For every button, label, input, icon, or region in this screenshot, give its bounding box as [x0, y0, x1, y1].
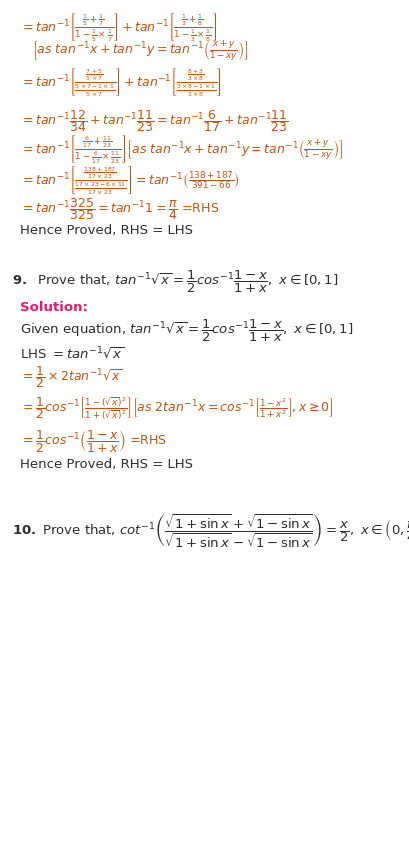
Text: $= \dfrac{1}{2}\times 2tan^{-1}\sqrt{x}$: $= \dfrac{1}{2}\times 2tan^{-1}\sqrt{x}$: [20, 364, 123, 390]
Text: $= tan^{-1}\left[\frac{\frac{6}{17}+\frac{11}{23}}{1-\frac{6}{17}\times\frac{11}: $= tan^{-1}\left[\frac{\frac{6}{17}+\fra…: [20, 133, 343, 165]
Text: Hence Proved, RHS = LHS: Hence Proved, RHS = LHS: [20, 458, 193, 471]
Text: $= \dfrac{1}{2}cos^{-1}\left(\dfrac{1-x}{1+x}\right)$ =RHS: $= \dfrac{1}{2}cos^{-1}\left(\dfrac{1-x}…: [20, 428, 167, 454]
Text: $\mathbf{9.}$  Prove that, $tan^{-1}\sqrt{x} = \dfrac{1}{2}cos^{-1}\dfrac{1-x}{1: $\mathbf{9.}$ Prove that, $tan^{-1}\sqrt…: [12, 268, 338, 295]
Text: $\left[as\ tan^{-1}x + tan^{-1}y = tan^{-1}\left(\frac{x+y}{1-xy}\right)\right]$: $\left[as\ tan^{-1}x + tan^{-1}y = tan^{…: [32, 38, 248, 62]
Text: Hence Proved, RHS = LHS: Hence Proved, RHS = LHS: [20, 224, 193, 237]
Text: $= tan^{-1}\dfrac{325}{325} = tan^{-1}1 = \dfrac{\pi}{4}$ =RHS: $= tan^{-1}\dfrac{325}{325} = tan^{-1}1 …: [20, 196, 219, 221]
Text: $= tan^{-1}\left[\frac{\frac{7+5}{5\times 7}}{\frac{5\times 7-1\times 1}{5\times: $= tan^{-1}\left[\frac{\frac{7+5}{5\time…: [20, 67, 222, 98]
Text: Solution:: Solution:: [20, 301, 88, 314]
Text: Given equation, $tan^{-1}\sqrt{x} = \dfrac{1}{2}cos^{-1}\dfrac{1-x}{1+x},\ x\in : Given equation, $tan^{-1}\sqrt{x} = \dfr…: [20, 318, 353, 345]
Text: $= tan^{-1}\left[\frac{\frac{1}{5}+\frac{1}{7}}{1-\frac{1}{5}\times\frac{1}{7}}\: $= tan^{-1}\left[\frac{\frac{1}{5}+\frac…: [20, 11, 218, 43]
Text: $= \dfrac{1}{2}cos^{-1}\left[\frac{1-(\sqrt{x})^2}{1+(\sqrt{x})^2}\right]\left[a: $= \dfrac{1}{2}cos^{-1}\left[\frac{1-(\s…: [20, 396, 334, 422]
Text: $= tan^{-1}\left[\frac{\frac{138+187}{17\times 23}}{\frac{17\times 23-6\times 11: $= tan^{-1}\left[\frac{\frac{138+187}{17…: [20, 164, 240, 197]
Text: $\mathbf{10.}$ Prove that, $cot^{-1}\left(\dfrac{\sqrt{1+\sin x}+\sqrt{1-\sin x}: $\mathbf{10.}$ Prove that, $cot^{-1}\lef…: [12, 512, 409, 551]
Text: $= tan^{-1}\dfrac{12}{34} + tan^{-1}\dfrac{11}{23} = tan^{-1}\dfrac{6}{17} + tan: $= tan^{-1}\dfrac{12}{34} + tan^{-1}\dfr…: [20, 108, 289, 133]
Text: LHS $= tan^{-1}\sqrt{x}$: LHS $= tan^{-1}\sqrt{x}$: [20, 346, 124, 362]
